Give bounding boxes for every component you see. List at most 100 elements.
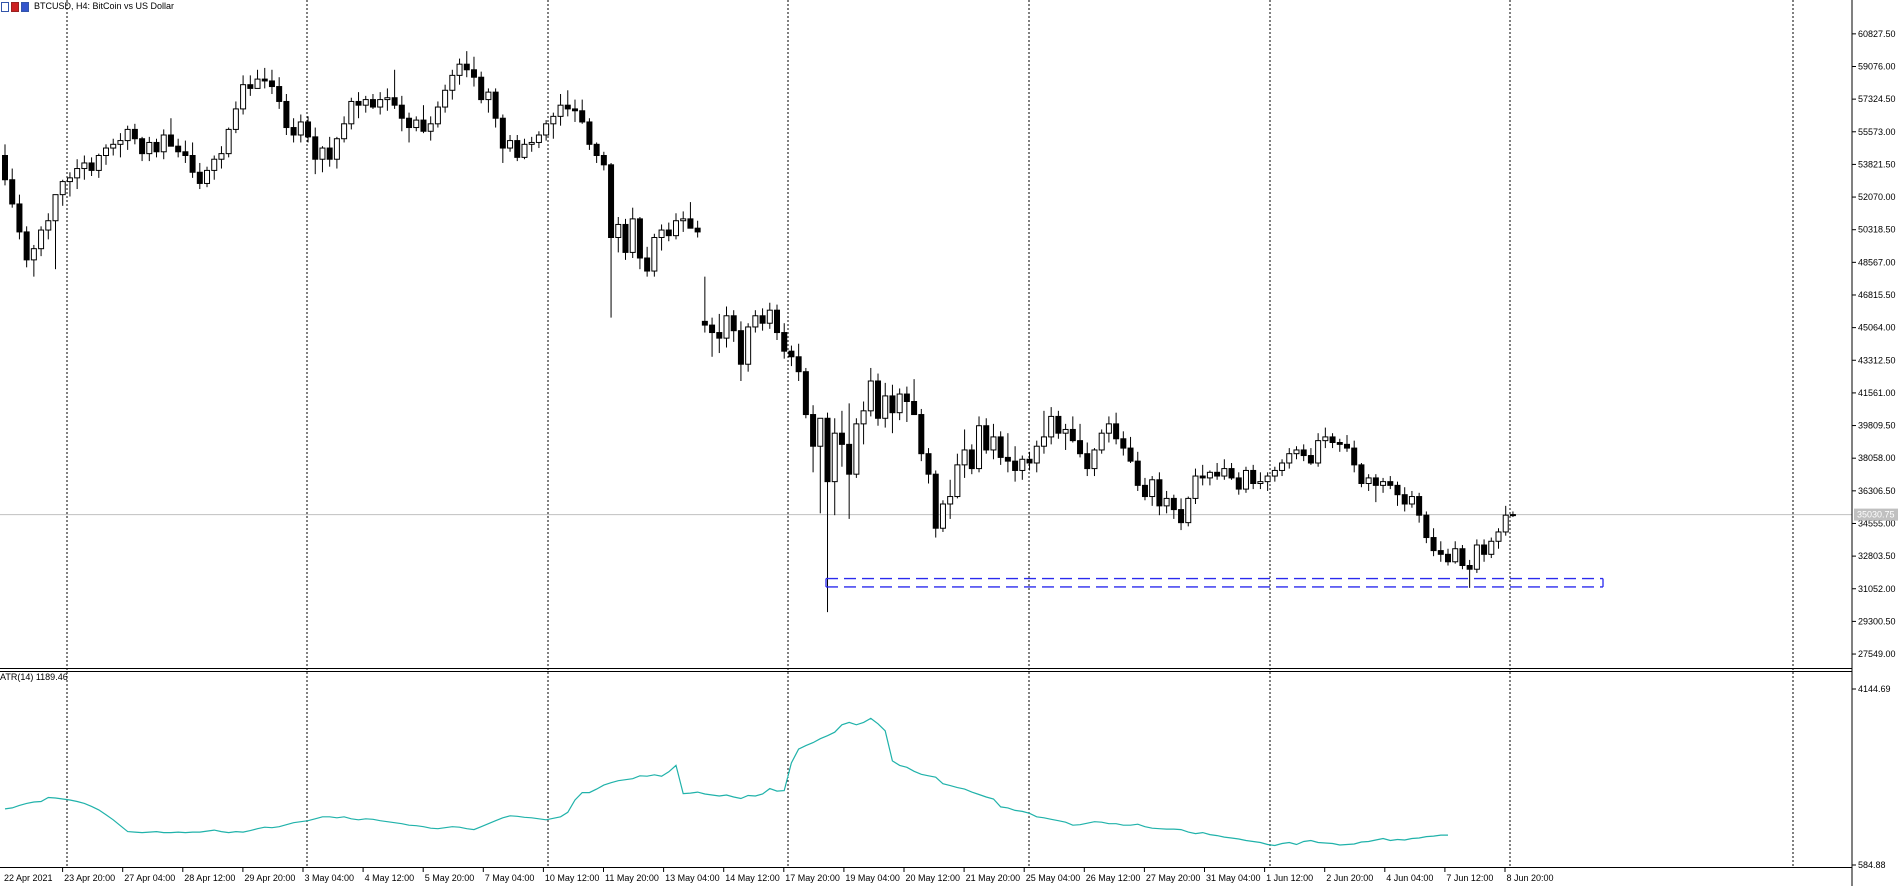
- candle: [939, 500, 946, 532]
- candle: [810, 405, 817, 473]
- candle: [348, 97, 355, 130]
- candle: [1509, 511, 1516, 518]
- candle-body-up: [1365, 477, 1372, 484]
- current-price-box: [1854, 508, 1898, 521]
- candle-body-down: [369, 99, 376, 108]
- candle-body-up: [52, 194, 59, 222]
- candle-body-up: [124, 128, 131, 142]
- candle: [557, 94, 564, 126]
- candle: [1495, 528, 1502, 549]
- candle: [1012, 446, 1019, 482]
- candle-body-down: [478, 76, 485, 101]
- candle: [74, 159, 81, 190]
- time-tick-label: 27 May 20:00: [1146, 873, 1201, 883]
- candle: [1069, 416, 1076, 443]
- price-tick-label: 27549.00: [1858, 649, 1896, 659]
- candle: [672, 213, 679, 240]
- candle-body-up: [1452, 548, 1459, 563]
- candle-body-down: [9, 179, 16, 205]
- candle: [1091, 448, 1098, 477]
- candle-body-up: [1221, 468, 1228, 477]
- candle-body-up: [954, 464, 961, 498]
- candle-body-up: [752, 315, 759, 328]
- candle-body-down: [326, 147, 333, 160]
- candle-body-down: [182, 151, 189, 156]
- candle: [232, 101, 239, 134]
- candle-body-down: [1141, 484, 1148, 498]
- time-tick-label: 13 May 04:00: [665, 873, 720, 883]
- candle: [983, 418, 990, 454]
- candle-body-down: [1120, 438, 1127, 449]
- candle-body-up: [1062, 428, 1069, 434]
- candle: [730, 310, 737, 342]
- candle: [59, 179, 66, 206]
- candle-body-down: [1250, 469, 1257, 485]
- candle-body-down: [16, 203, 23, 233]
- price-tick-label: 34555.00: [1858, 518, 1896, 528]
- candle: [766, 302, 773, 329]
- price-tick-label: 55573.00: [1858, 127, 1896, 137]
- candle-body-down: [290, 127, 297, 136]
- candle: [167, 118, 174, 147]
- candle-body-down: [1401, 494, 1408, 505]
- candle-body-up: [38, 229, 45, 250]
- candle-body-down: [687, 218, 694, 229]
- time-tick-label: 4 May 12:00: [365, 873, 415, 883]
- candle: [218, 146, 225, 169]
- candle: [456, 58, 463, 85]
- candle-body-down: [968, 449, 975, 470]
- candles: [0, 51, 1852, 613]
- candle: [45, 213, 52, 240]
- candle: [737, 321, 744, 381]
- candle: [1286, 448, 1293, 469]
- candle-body-up: [1509, 514, 1516, 517]
- candle: [896, 388, 903, 421]
- candle-body-down: [759, 315, 766, 324]
- candle-body-down: [932, 473, 939, 529]
- candle: [305, 116, 312, 143]
- candle: [889, 384, 896, 434]
- candle-body-up: [1315, 440, 1322, 464]
- candle: [1113, 412, 1120, 445]
- candle-body-up: [1019, 458, 1026, 471]
- candle: [362, 95, 369, 113]
- candle-body-up: [204, 169, 211, 184]
- candle-body-down: [1307, 455, 1314, 464]
- candle: [160, 129, 167, 160]
- candle-body-down: [795, 356, 802, 373]
- candle-body-down: [1430, 537, 1437, 552]
- candle: [1098, 429, 1105, 454]
- candle-body-up: [146, 141, 153, 155]
- candle: [875, 373, 882, 426]
- candle: [398, 95, 405, 132]
- candle-body-down: [983, 425, 990, 451]
- candle-body-down: [1113, 423, 1120, 440]
- candle-body-up: [976, 425, 983, 470]
- candle-body-up: [557, 104, 564, 117]
- candle-body-down: [247, 84, 254, 89]
- atr-tick-label: 584.88: [1858, 860, 1886, 870]
- candle: [1242, 466, 1249, 493]
- candle-body-up: [1473, 544, 1480, 570]
- candle-body-down: [196, 171, 203, 184]
- time-tick-label: 8 Jun 20:00: [1507, 873, 1554, 883]
- candle: [88, 157, 95, 176]
- candle-body-down: [622, 223, 629, 253]
- candle: [463, 51, 470, 78]
- candle-body-up: [658, 229, 665, 239]
- candle-body-up: [427, 123, 434, 132]
- candle-body-down: [1077, 440, 1084, 455]
- candle: [918, 408, 925, 462]
- candle-body-down: [1127, 447, 1134, 462]
- price-tick-label: 29300.50: [1858, 616, 1896, 626]
- candle: [608, 162, 615, 318]
- candle-body-down: [911, 401, 918, 416]
- candle: [615, 217, 622, 253]
- candle: [189, 142, 196, 178]
- candle-body-up: [110, 143, 117, 149]
- candle: [1048, 407, 1055, 445]
- candle: [485, 88, 492, 113]
- candle-body-up: [1033, 445, 1040, 464]
- candle-body-down: [781, 332, 788, 352]
